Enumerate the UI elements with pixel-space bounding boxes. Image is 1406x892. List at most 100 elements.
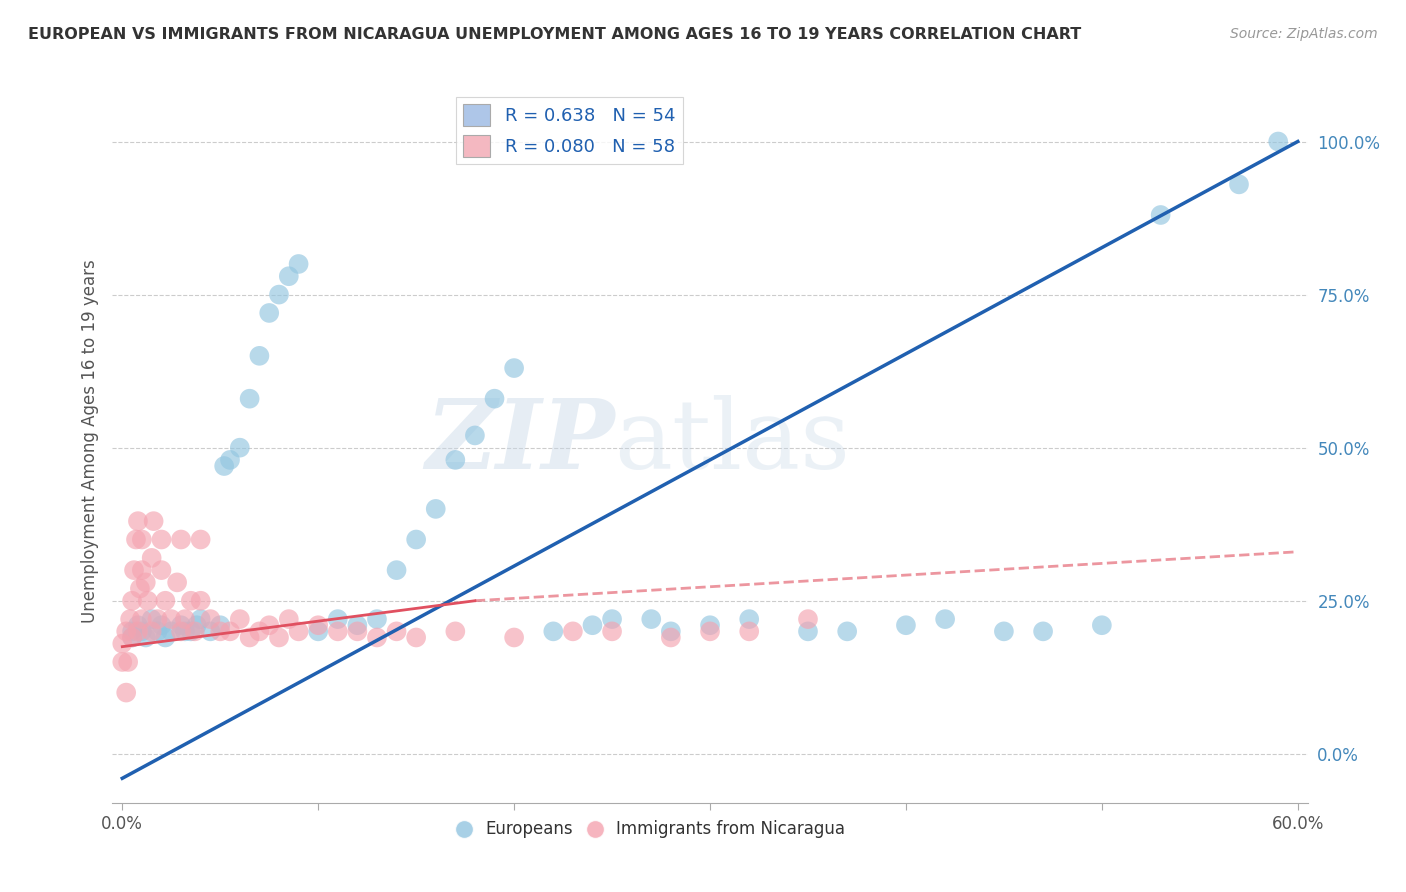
Point — [837, 624, 859, 639]
Point — [385, 563, 408, 577]
Point — [287, 257, 309, 271]
Point — [174, 612, 197, 626]
Point — [186, 618, 208, 632]
Point — [131, 612, 153, 626]
Point — [797, 624, 820, 639]
Point — [346, 618, 368, 632]
Point — [146, 624, 169, 639]
Legend: Europeans, Immigrants from Nicaragua: Europeans, Immigrants from Nicaragua — [449, 814, 852, 845]
Point — [136, 593, 159, 607]
Point — [405, 631, 427, 645]
Point — [160, 624, 183, 639]
Point — [131, 563, 153, 577]
Point — [640, 612, 662, 626]
Point — [326, 612, 349, 626]
Point — [287, 624, 309, 639]
Point — [1091, 618, 1114, 632]
Point — [561, 624, 583, 639]
Point — [155, 631, 177, 645]
Point — [249, 624, 271, 639]
Point — [239, 392, 262, 406]
Point — [160, 612, 183, 626]
Point — [209, 624, 232, 639]
Point — [127, 514, 149, 528]
Text: atlas: atlas — [614, 394, 851, 489]
Point — [307, 624, 329, 639]
Point — [543, 624, 565, 639]
Point — [166, 575, 188, 590]
Point — [212, 458, 235, 473]
Point — [699, 624, 721, 639]
Point — [180, 624, 202, 639]
Point — [1267, 135, 1289, 149]
Text: EUROPEAN VS IMMIGRANTS FROM NICARAGUA UNEMPLOYMENT AMONG AGES 16 TO 19 YEARS COR: EUROPEAN VS IMMIGRANTS FROM NICARAGUA UN… — [28, 27, 1081, 42]
Point — [307, 618, 329, 632]
Point — [738, 612, 761, 626]
Point — [219, 624, 242, 639]
Point — [993, 624, 1015, 639]
Point — [141, 612, 163, 626]
Point — [659, 631, 682, 645]
Point — [190, 533, 212, 547]
Point — [117, 655, 139, 669]
Point — [115, 685, 138, 699]
Point — [150, 618, 173, 632]
Point — [385, 624, 408, 639]
Point — [131, 533, 153, 547]
Point — [141, 550, 163, 565]
Point — [150, 533, 173, 547]
Point — [229, 612, 252, 626]
Point — [444, 624, 467, 639]
Point — [229, 441, 252, 455]
Point — [129, 582, 152, 596]
Point — [125, 533, 148, 547]
Point — [190, 593, 212, 607]
Point — [190, 612, 212, 626]
Point — [122, 563, 145, 577]
Point — [184, 624, 207, 639]
Point — [142, 514, 165, 528]
Point — [249, 349, 271, 363]
Point — [581, 618, 603, 632]
Point — [267, 631, 290, 645]
Point — [127, 618, 149, 632]
Point — [209, 618, 232, 632]
Point — [135, 631, 157, 645]
Point — [277, 612, 299, 626]
Point — [277, 269, 299, 284]
Point — [170, 624, 193, 639]
Point — [257, 618, 280, 632]
Point — [131, 624, 153, 639]
Point — [267, 287, 290, 301]
Point — [219, 453, 242, 467]
Point — [934, 612, 956, 626]
Point — [699, 618, 721, 632]
Point — [150, 563, 173, 577]
Point — [600, 612, 623, 626]
Point — [366, 612, 388, 626]
Text: ZIP: ZIP — [425, 394, 614, 489]
Point — [600, 624, 623, 639]
Point — [239, 631, 262, 645]
Point — [200, 612, 222, 626]
Point — [405, 533, 427, 547]
Point — [464, 428, 486, 442]
Point — [894, 618, 917, 632]
Point — [170, 618, 193, 632]
Point — [659, 624, 682, 639]
Point — [120, 612, 142, 626]
Point — [180, 593, 202, 607]
Point — [174, 624, 197, 639]
Point — [257, 306, 280, 320]
Point — [121, 593, 143, 607]
Y-axis label: Unemployment Among Ages 16 to 19 years: Unemployment Among Ages 16 to 19 years — [80, 260, 98, 624]
Point — [135, 575, 157, 590]
Point — [121, 624, 143, 639]
Point — [503, 361, 526, 376]
Point — [155, 593, 177, 607]
Point — [1149, 208, 1171, 222]
Point — [1032, 624, 1054, 639]
Point — [111, 637, 134, 651]
Point — [326, 624, 349, 639]
Point — [503, 631, 526, 645]
